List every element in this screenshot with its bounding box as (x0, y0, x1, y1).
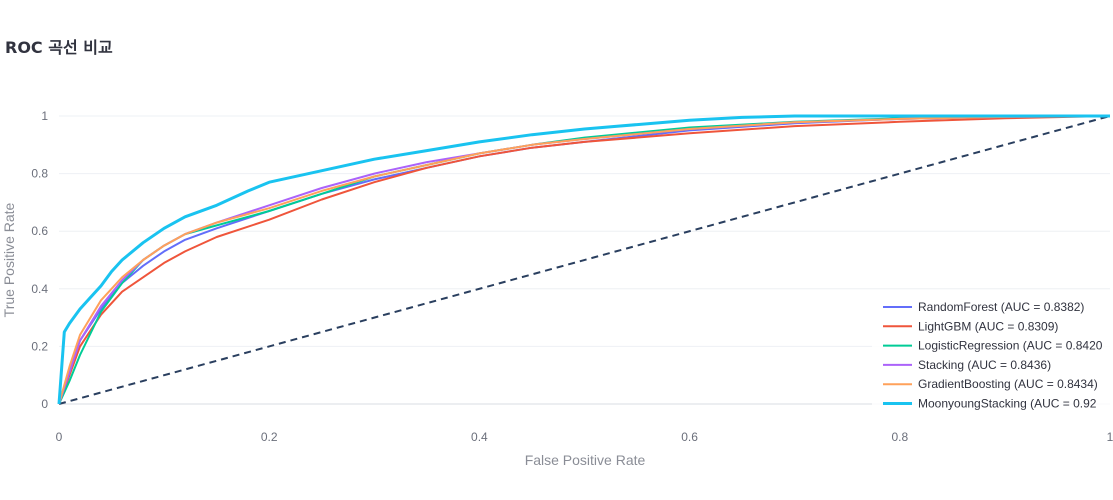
x-tick-label: 0.8 (891, 430, 908, 444)
legend-background (872, 295, 1113, 415)
x-axis-ticks: 0 0.2 0.4 0.6 0.8 1 (56, 430, 1113, 444)
legend-label: Stacking (AUC = 0.8436) (918, 358, 1051, 372)
legend-label: MoonyoungStacking (AUC = 0.92 (918, 397, 1097, 411)
y-tick-label: 0.6 (31, 224, 48, 238)
x-tick-label: 0 (56, 430, 63, 444)
y-axis-ticks: 0 0.2 0.4 0.6 0.8 1 (31, 109, 48, 411)
legend-label: RandomForest (AUC = 0.8382) (918, 300, 1084, 314)
diagonal-reference-line (58, 115, 1111, 405)
roc-curves (57, 114, 1111, 405)
legend-item[interactable]: LightGBM (AUC = 0.8309) (883, 319, 1058, 333)
x-tick-label: 0.6 (681, 430, 698, 444)
legend-label: GradientBoosting (AUC = 0.8434) (918, 377, 1098, 391)
y-tick-label: 0.8 (31, 167, 48, 181)
x-tick-label: 0.4 (471, 430, 488, 444)
roc-curve-1 (58, 115, 1111, 405)
roc-curve-5 (57, 114, 1110, 405)
legend-item[interactable]: Stacking (AUC = 0.8436) (883, 358, 1051, 372)
y-tick-label: 0 (41, 397, 48, 411)
y-tick-label: 1 (41, 109, 48, 123)
y-tick-label: 0.4 (31, 282, 48, 296)
legend-item[interactable]: GradientBoosting (AUC = 0.8434) (883, 377, 1098, 391)
x-tick-label: 0.2 (261, 430, 278, 444)
legend[interactable]: RandomForest (AUC = 0.8382) LightGBM (AUC… (872, 295, 1113, 415)
legend-item[interactable]: RandomForest (AUC = 0.8382) (883, 300, 1084, 314)
x-tick-label: 1 (1107, 430, 1113, 444)
legend-item[interactable]: MoonyoungStacking (AUC = 0.92 (883, 397, 1097, 411)
legend-label: LogisticRegression (AUC = 0.8420 (918, 339, 1103, 353)
y-axis-title: True Positive Rate (1, 202, 17, 317)
x-axis-title: False Positive Rate (525, 452, 646, 468)
chart-title: ROC 곡선 비교 (5, 38, 113, 57)
legend-label: LightGBM (AUC = 0.8309) (918, 319, 1058, 333)
legend-item[interactable]: LogisticRegression (AUC = 0.8420 (883, 339, 1103, 353)
roc-curve-4 (58, 115, 1111, 405)
y-tick-label: 0.2 (31, 339, 48, 353)
